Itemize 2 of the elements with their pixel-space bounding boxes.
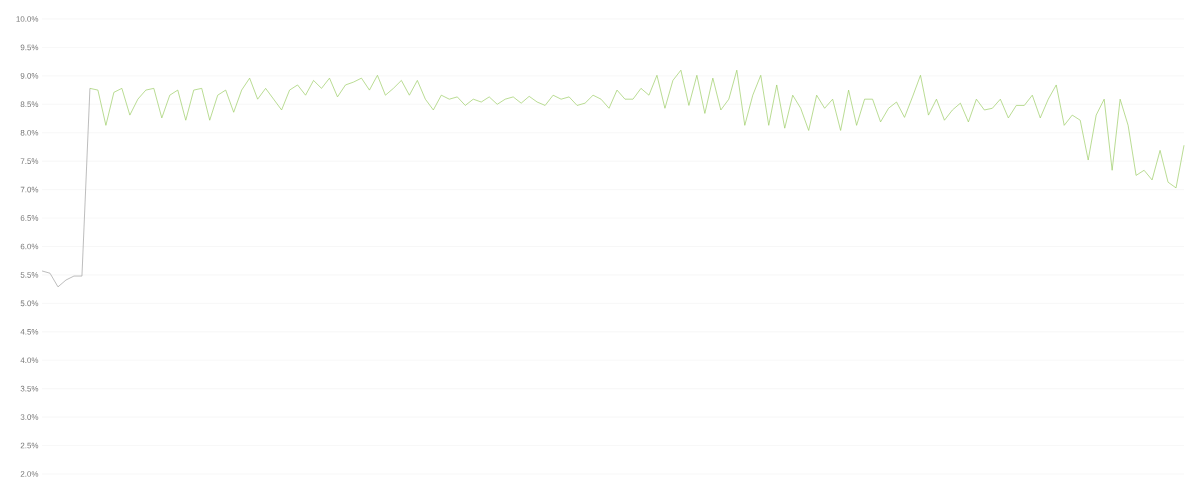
line-series: [89, 69, 1185, 189]
line-series: [41, 88, 91, 288]
